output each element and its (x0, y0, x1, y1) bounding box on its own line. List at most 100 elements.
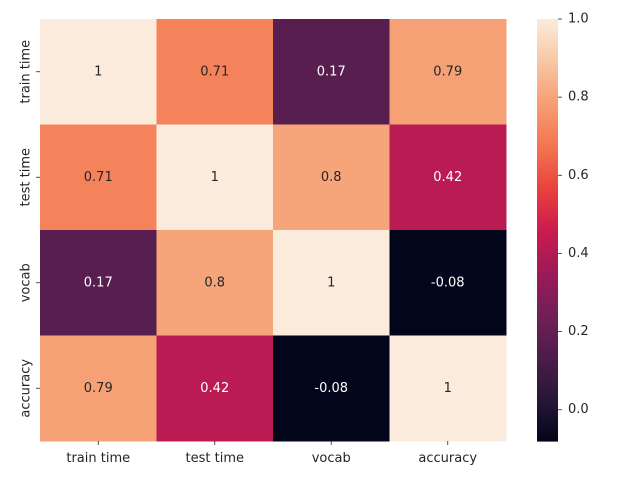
cell-value-label: 0.8 (321, 170, 342, 185)
colorbar-band (537, 398, 558, 403)
colorbar-band (537, 346, 558, 351)
colorbar-band (537, 430, 558, 435)
colorbar-band (537, 300, 558, 305)
colorbar-band (537, 247, 558, 252)
colorbar-band (537, 254, 558, 259)
colorbar-band (537, 22, 558, 27)
colorbar-band (537, 201, 558, 206)
heatmap-cell-r2-c2 (273, 230, 390, 336)
colorbar-band (537, 272, 558, 277)
colorbar-band (537, 317, 558, 323)
colorbar-band (537, 145, 558, 150)
colorbar-band (537, 363, 558, 368)
colorbar-band (537, 177, 558, 182)
colorbar-band (537, 391, 558, 396)
colorbar-band (537, 166, 558, 171)
colorbar-tick-label: 1.0 (568, 12, 589, 27)
colorbar-band (537, 384, 558, 389)
colorbar-band (537, 339, 558, 344)
colorbar-band (537, 426, 558, 432)
colorbar-band (537, 219, 558, 224)
colorbar-band (537, 205, 558, 210)
colorbar-band (537, 184, 558, 189)
heatmap-cell-r1-c0 (40, 124, 157, 231)
cell-value-label: 0.42 (433, 170, 462, 185)
colorbar-band (537, 208, 558, 214)
cell-value-label: 0.71 (200, 64, 229, 79)
colorbar-band (537, 265, 558, 270)
colorbar-band (537, 226, 558, 231)
colorbar-band (537, 353, 558, 358)
heatmap-cell-r0-c3 (389, 19, 507, 125)
colorbar-band (537, 423, 558, 428)
colorbar-band (537, 293, 558, 298)
colorbar-band (537, 381, 558, 386)
x-tick-label: train time (66, 451, 130, 466)
cell-value-label: 1 (444, 381, 452, 396)
colorbar-band (537, 328, 558, 333)
colorbar-band (537, 117, 558, 122)
colorbar-band (537, 240, 558, 245)
colorbar-band (537, 89, 558, 94)
colorbar-band (537, 275, 558, 280)
colorbar-band (537, 237, 558, 242)
colorbar-band (537, 416, 558, 421)
colorbar-band (537, 303, 558, 308)
colorbar-tick-label: 0.4 (568, 246, 589, 261)
cell-value-label: 0.17 (317, 64, 346, 79)
colorbar-band (537, 360, 558, 365)
colorbar-band (537, 33, 558, 38)
colorbar-band (537, 335, 558, 340)
cell-value-label: -0.08 (314, 381, 348, 396)
heatmap-cell-r1-c1 (156, 124, 274, 231)
colorbar-band (537, 349, 558, 354)
colorbar-band (537, 113, 558, 119)
colorbar-band (537, 331, 558, 337)
colorbar-band (537, 282, 558, 287)
heatmap-cell-r1-c3 (389, 124, 507, 231)
colorbar-band (537, 138, 558, 143)
colorbar-band (537, 85, 558, 90)
colorbar-band (537, 377, 558, 382)
colorbar-band (537, 92, 558, 97)
heatmap-cells (40, 19, 507, 442)
cell-value-label: 1 (94, 64, 102, 79)
colorbar-band (537, 222, 558, 228)
colorbar-band (537, 50, 558, 55)
colorbar-band (537, 47, 558, 52)
colorbar-band (537, 149, 558, 154)
colorbar-band (537, 96, 558, 101)
colorbar-band (537, 159, 558, 164)
cell-value-label: 0.17 (84, 275, 113, 290)
colorbar-band (537, 187, 558, 192)
y-axis: train time test time vocab accuracy (19, 40, 40, 418)
colorbar-band (537, 78, 558, 83)
colorbar-band (537, 135, 558, 140)
colorbar-band (537, 99, 558, 104)
colorbar-band (537, 433, 558, 439)
cell-value-label: 0.42 (200, 381, 229, 396)
colorbar-band (537, 128, 558, 133)
colorbar-band (537, 68, 558, 73)
cell-annotations: 1 0.71 0.17 0.79 0.71 1 0.8 0.42 0.17 0.8 1 -0.08 0.… (84, 64, 465, 396)
heatmap-cell-r2-c0 (40, 230, 157, 336)
colorbar-band (537, 215, 558, 221)
colorbar-band (537, 106, 558, 112)
heatmap-cell-r1-c2 (273, 124, 390, 231)
cell-value-label: 0.79 (84, 381, 113, 396)
colorbar-band (537, 412, 558, 417)
colorbar-band (537, 374, 558, 379)
colorbar-band (537, 61, 558, 66)
colorbar-band (537, 395, 558, 400)
colorbar-band (537, 324, 558, 330)
colorbar-band (537, 402, 558, 407)
cell-value-label: -0.08 (431, 275, 465, 290)
colorbar-band (537, 142, 558, 147)
colorbar-tick-label: 0.8 (568, 90, 589, 105)
colorbar: 0.0 0.2 0.4 0.6 0.8 1.0 (537, 12, 589, 442)
heatmap-cell-r3-c3 (389, 335, 507, 442)
x-axis: train time test time vocab accuracy (66, 441, 477, 466)
colorbar-band (537, 29, 558, 34)
colorbar-band (537, 258, 558, 263)
